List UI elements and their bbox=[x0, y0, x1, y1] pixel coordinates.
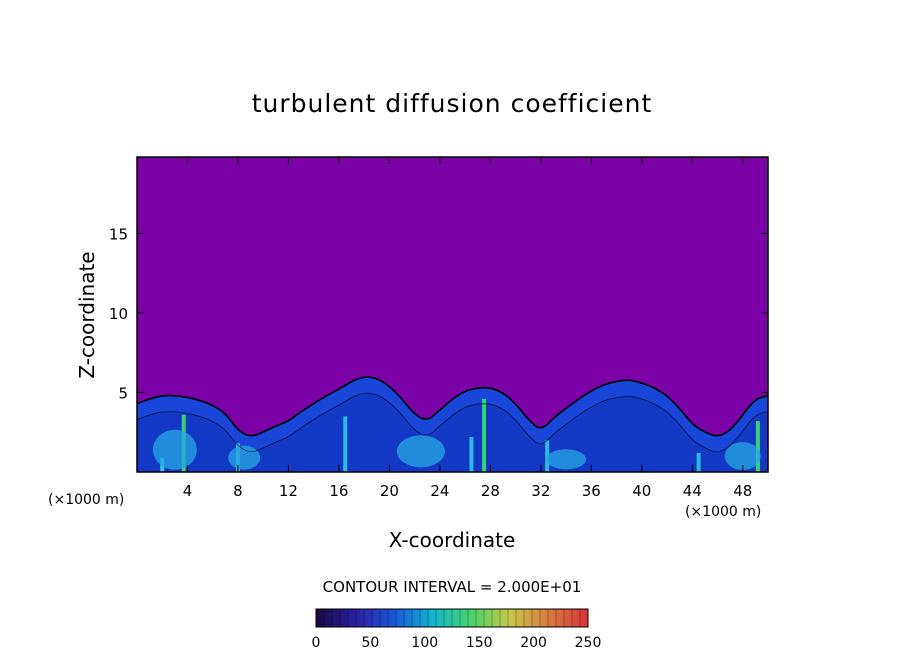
contour-line-outer bbox=[137, 376, 768, 437]
y-tick-label-1: 10 bbox=[109, 305, 128, 323]
x-tick-label-5: 24 bbox=[430, 482, 449, 500]
colorbar-frame bbox=[315, 608, 589, 628]
colorbar-tick-label-1: 50 bbox=[361, 635, 379, 651]
contour-interval-label: CONTOUR INTERVAL = 2.000E+01 bbox=[323, 578, 582, 596]
x-tick-label-0: 4 bbox=[183, 482, 193, 500]
colorbar-tick-label-5: 250 bbox=[575, 635, 602, 651]
colorbar-tick-label-2: 100 bbox=[411, 635, 438, 651]
colorbar-tick-labels: 0 50 100 150 200 250 bbox=[312, 635, 602, 651]
x-tick-label-11: 48 bbox=[733, 482, 752, 500]
colorbar-tick-label-4: 200 bbox=[520, 635, 547, 651]
x-tick-label-3: 16 bbox=[329, 482, 348, 500]
colorbar-tick-label-0: 0 bbox=[312, 635, 321, 651]
x-tick-label-6: 28 bbox=[481, 482, 500, 500]
x-tick-label-10: 44 bbox=[683, 482, 702, 500]
turbulent-field bbox=[137, 376, 768, 472]
x-tick-label-2: 12 bbox=[279, 482, 298, 500]
mixing-patch-3 bbox=[546, 449, 587, 470]
x-tick-label-8: 36 bbox=[582, 482, 601, 500]
x-unit-label: (×1000 m) bbox=[685, 504, 761, 520]
plot-frame bbox=[136, 156, 769, 473]
x-tick-label-7: 32 bbox=[531, 482, 550, 500]
colorbar: 0 50 100 150 200 250 bbox=[312, 608, 602, 651]
y-unit-label: (×1000 m) bbox=[48, 492, 124, 508]
plot-area bbox=[136, 156, 769, 473]
y-tick-label-0: 5 bbox=[118, 384, 128, 402]
colorbar-stripes bbox=[323, 609, 581, 627]
mixing-patch-4 bbox=[724, 442, 761, 471]
x-axis-title: X-coordinate bbox=[389, 528, 516, 552]
y-axis-title: Z-coordinate bbox=[75, 251, 99, 378]
x-tick-label-1: 8 bbox=[233, 482, 243, 500]
x-tick-label-4: 20 bbox=[380, 482, 399, 500]
turbulent-core bbox=[137, 393, 768, 472]
y-tick-labels: 5 10 15 bbox=[109, 225, 128, 402]
colorbar-tick-label-3: 150 bbox=[466, 635, 493, 651]
x-tick-label-9: 40 bbox=[632, 482, 651, 500]
mixing-patch-1 bbox=[228, 445, 261, 470]
contour-line-inner bbox=[137, 392, 768, 453]
chart-title: turbulent diffusion coefficient bbox=[252, 89, 653, 118]
y-tick-label-2: 15 bbox=[109, 225, 128, 243]
mixing-patch-2 bbox=[396, 435, 445, 468]
x-tick-labels: 4 8 12 16 20 24 28 32 36 40 44 48 bbox=[183, 482, 753, 500]
axis-ticks bbox=[137, 157, 768, 472]
mixing-patch-0 bbox=[152, 429, 197, 470]
